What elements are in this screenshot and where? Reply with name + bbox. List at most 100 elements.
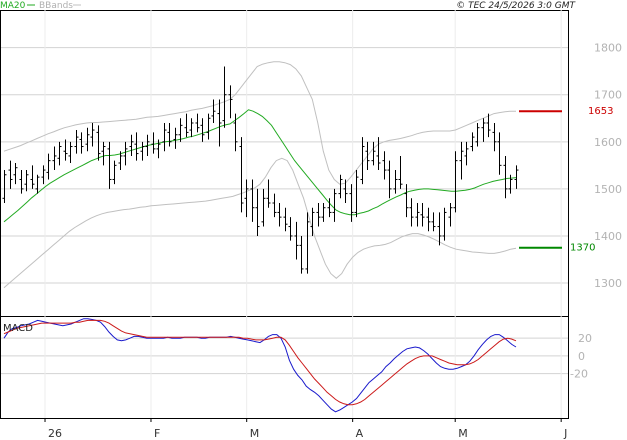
ohlc-bar (299, 235, 304, 274)
ohlc-bar (486, 113, 491, 138)
ohlc-bar (85, 127, 90, 152)
price-levels: 1653 1370 (519, 106, 613, 254)
ohlc-bar (255, 188, 260, 236)
ohlc-bar (343, 179, 348, 204)
ohlc-bar (404, 184, 409, 218)
price-tick-label: 1300 (594, 277, 622, 290)
ma20-line (3, 109, 517, 223)
macd-grid (1, 316, 568, 418)
time-tick-label: 26 (48, 427, 62, 440)
ohlc-bar (140, 141, 145, 161)
price-tick-label: 1600 (594, 136, 622, 149)
ohlc-bar (184, 113, 189, 138)
bollinger-bands (3, 61, 517, 289)
ohlc-bar (112, 160, 117, 185)
ohlc-bar (481, 118, 486, 142)
ohlc-bar (228, 85, 233, 119)
ohlc-bar (316, 203, 321, 227)
ohlc-bar (371, 141, 376, 166)
ohlc-bar (393, 170, 398, 194)
ohlc-bar (195, 113, 200, 133)
time-axis: 26 F M A M J (1, 418, 568, 440)
ohlc-bar (354, 170, 359, 218)
ohlc-bar (123, 141, 128, 166)
ohlc-bar (206, 113, 211, 140)
ohlc-bar (305, 212, 310, 274)
price-tick-label: 1700 (594, 89, 622, 102)
ohlc-bar (63, 139, 68, 161)
macd-lines (3, 318, 517, 413)
ohlc-bar (332, 188, 337, 222)
support-label: 1370 (570, 243, 595, 254)
ohlc-bar (178, 118, 183, 142)
ohlc-bar (321, 203, 326, 222)
ohlc-bar (453, 151, 458, 213)
ohlc-bar (288, 217, 293, 241)
ohlc-bar (349, 184, 354, 222)
bollinger-band-upper (3, 61, 516, 185)
ohlc-bar (96, 125, 101, 161)
macd-axis-ticks: 20 0 -20 (570, 332, 592, 380)
ohlc-bar (52, 146, 57, 171)
macd-panel-title: MACD (3, 323, 33, 334)
price-axis-ticks: 1800 1700 1600 1500 1400 1300 (594, 42, 622, 290)
bollinger-band-lower (3, 157, 517, 289)
ohlc-bar (360, 137, 365, 185)
ohlc-bar (387, 160, 392, 199)
ohlc-bar (442, 207, 447, 241)
ohlc-bar (13, 163, 18, 185)
ohlc-bar (503, 155, 508, 199)
chart-frames (0, 10, 569, 419)
ohlc-bar (233, 113, 238, 152)
ohlc-bar (266, 179, 271, 208)
ohlc-bar (382, 151, 387, 180)
ohlc-bar (129, 134, 134, 156)
ohlc-bar (2, 170, 7, 204)
ohlc-bar (470, 132, 475, 152)
ohlc-bar (272, 193, 277, 218)
ohlc-bar (376, 137, 381, 171)
price-bars (2, 66, 519, 274)
ohlc-bar (426, 207, 431, 232)
time-tick-label: F (154, 427, 160, 440)
ohlc-bar (239, 137, 244, 213)
ohlc-bar (475, 122, 480, 147)
ohlc-bar (118, 151, 123, 171)
ohlc-bar (79, 132, 84, 154)
ohlc-bar (327, 198, 332, 218)
price-grid (1, 10, 568, 316)
ohlc-bar (459, 141, 464, 180)
macd-polyline (3, 318, 517, 413)
ohlc-bar (222, 66, 227, 128)
ohlc-bar (167, 122, 172, 147)
time-tick-label: M (458, 427, 468, 440)
macd-tick-label: -20 (570, 368, 588, 381)
price-tick-label: 1800 (594, 42, 622, 55)
ohlc-bar (211, 99, 216, 123)
time-tick-label: A (356, 427, 364, 440)
ohlc-bar (74, 130, 79, 154)
ohlc-bar (365, 141, 370, 171)
ohlc-bar (437, 212, 442, 246)
copyright-watermark: © TEC 24/5/2026 3:0 GMT (456, 1, 576, 11)
ohlc-bar (448, 203, 453, 227)
ohlc-bar (283, 207, 288, 232)
ohlc-bar (464, 141, 469, 166)
ohlc-bar (409, 198, 414, 227)
ohlc-bar (514, 165, 519, 189)
ohlc-bar (145, 134, 150, 156)
ohlc-bar (162, 122, 167, 152)
ohlc-bar (57, 141, 62, 166)
ohlc-bar (294, 221, 299, 260)
ohlc-bar (398, 155, 403, 189)
ohlc-bar (261, 188, 266, 227)
macd-panel-frame (0, 316, 569, 419)
time-tick-label: M (250, 427, 260, 440)
ohlc-bar (508, 174, 513, 194)
bbands-legend-label: BBands (39, 1, 73, 11)
ohlc-bar (90, 122, 95, 147)
ohlc-bar (156, 139, 161, 159)
ohlc-bar (310, 207, 315, 236)
ma20-polyline (3, 109, 517, 223)
